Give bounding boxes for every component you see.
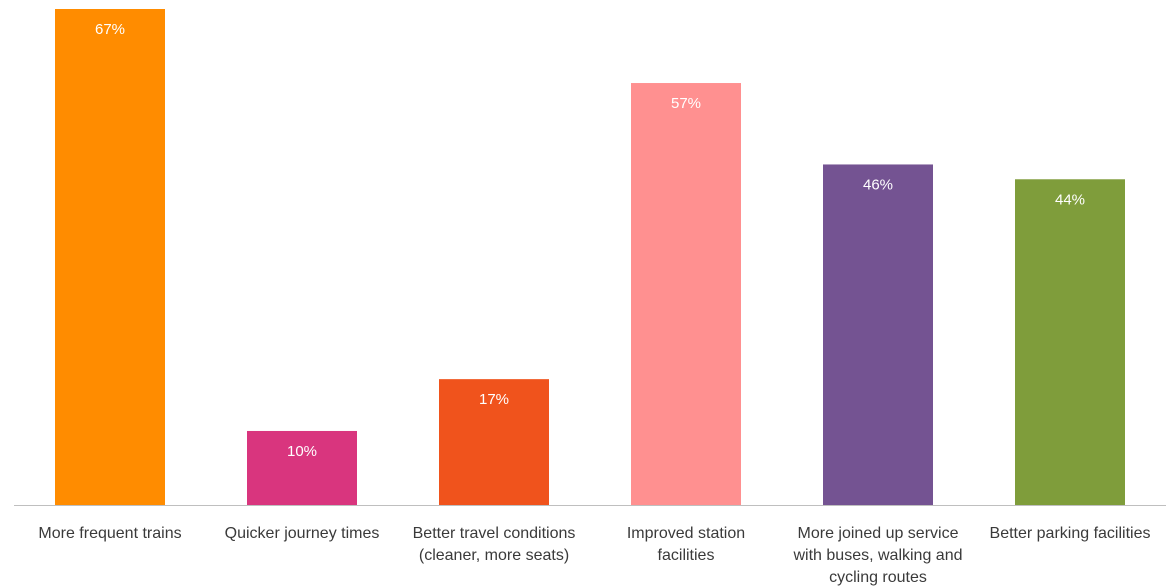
bar-value-label-2: 10% (287, 443, 317, 460)
category-label-line: with buses, walking and (793, 547, 963, 564)
category-label-line: More joined up service (798, 525, 959, 542)
category-labels-group: More frequent trains Quicker journey time… (38, 525, 1150, 586)
category-label-line: facilities (658, 547, 715, 564)
category-label-line: (cleaner, more seats) (419, 547, 569, 564)
category-label-line: Better travel conditions (413, 525, 576, 542)
bar-5 (823, 164, 933, 505)
category-label-line: Quicker journey times (225, 525, 380, 542)
category-label-5: More joined up service with buses, walkin… (793, 525, 963, 586)
bar-value-label-3: 17% (479, 391, 509, 408)
bar-value-label-5: 46% (863, 176, 893, 193)
category-label-line: Better parking facilities (990, 525, 1151, 542)
category-label-line: cycling routes (829, 569, 927, 586)
bar-4 (631, 83, 741, 506)
bar-2 (247, 430, 357, 505)
bar-value-label-1: 67% (95, 21, 125, 38)
bar-6 (1015, 179, 1125, 505)
value-labels-group: 67% 10% 17% 57% 46% 44% (95, 21, 1085, 460)
category-label-1: More frequent trains (38, 525, 181, 542)
category-label-3: Better travel conditions (cleaner, more s… (413, 525, 576, 564)
category-label-line: Improved station (627, 525, 745, 542)
bar-value-label-6: 44% (1055, 191, 1085, 208)
category-label-line: More frequent trains (38, 525, 181, 542)
category-label-6: Better parking facilities (990, 525, 1151, 542)
category-label-4: Improved station facilities (627, 525, 745, 564)
bar-3 (439, 379, 549, 505)
bar-1 (55, 9, 165, 505)
bars-group (55, 9, 1125, 506)
category-label-2: Quicker journey times (225, 525, 380, 542)
bar-value-label-4: 57% (671, 95, 701, 112)
